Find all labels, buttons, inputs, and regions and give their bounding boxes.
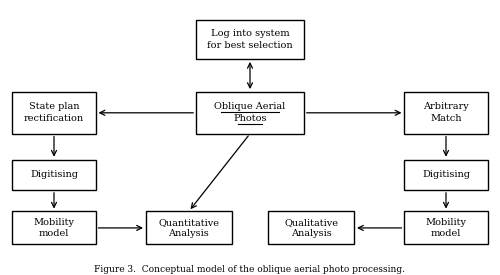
Text: Match: Match — [430, 114, 462, 123]
Text: Quantitative: Quantitative — [158, 218, 219, 227]
FancyBboxPatch shape — [146, 211, 232, 244]
FancyBboxPatch shape — [404, 211, 487, 244]
Text: Photos: Photos — [233, 114, 267, 123]
Text: Arbitrary: Arbitrary — [423, 103, 469, 111]
FancyBboxPatch shape — [12, 211, 96, 244]
FancyBboxPatch shape — [404, 92, 487, 134]
FancyBboxPatch shape — [12, 92, 96, 134]
Text: Digitising: Digitising — [30, 170, 78, 179]
Text: State plan: State plan — [29, 103, 79, 111]
Text: Digitising: Digitising — [422, 170, 470, 179]
Text: Mobility: Mobility — [34, 218, 74, 227]
Text: Analysis: Analysis — [168, 229, 209, 238]
FancyBboxPatch shape — [268, 211, 354, 244]
Text: for best selection: for best selection — [207, 41, 293, 50]
Text: Qualitative: Qualitative — [284, 218, 338, 227]
Text: Figure 3.  Conceptual model of the oblique aerial photo processing.: Figure 3. Conceptual model of the obliqu… — [94, 265, 406, 274]
Text: Oblique Aerial: Oblique Aerial — [214, 103, 286, 111]
FancyBboxPatch shape — [404, 160, 487, 190]
Text: model: model — [39, 229, 69, 238]
Text: model: model — [431, 229, 461, 238]
FancyBboxPatch shape — [12, 160, 96, 190]
Text: Mobility: Mobility — [426, 218, 467, 227]
Text: Log into system: Log into system — [210, 29, 290, 38]
FancyBboxPatch shape — [196, 92, 304, 134]
Text: Analysis: Analysis — [291, 229, 332, 238]
FancyBboxPatch shape — [196, 20, 304, 59]
Text: rectification: rectification — [24, 114, 84, 123]
